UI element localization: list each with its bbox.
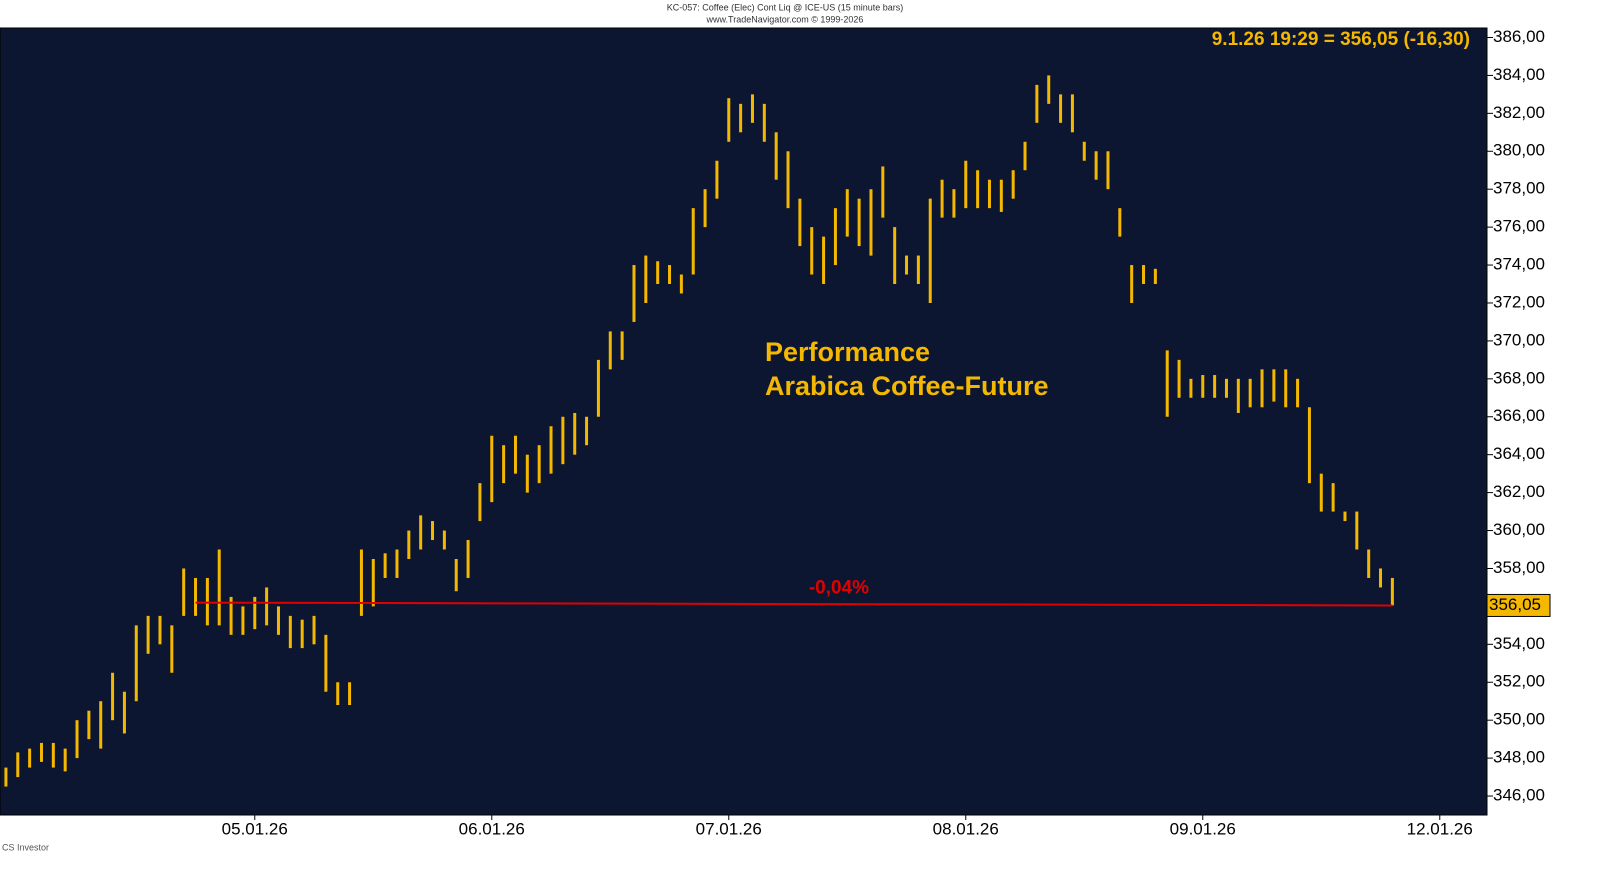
y-tick-label: 380,00 [1493, 141, 1545, 160]
annotation: Performance [765, 337, 930, 367]
y-tick-label: 382,00 [1493, 103, 1545, 122]
reference-line [195, 601, 1393, 607]
chart-title: KC-057: Coffee (Elec) Cont Liq @ ICE-US … [667, 2, 904, 12]
x-tick-label: 06.01.26 [459, 819, 525, 838]
y-tick-label: 346,00 [1493, 786, 1545, 805]
y-tick-label: 372,00 [1493, 292, 1545, 311]
y-tick-label: 348,00 [1493, 748, 1545, 767]
y-tick-label: 360,00 [1493, 520, 1545, 539]
y-tick-label: 378,00 [1493, 179, 1545, 198]
x-tick-label: 07.01.26 [696, 819, 762, 838]
x-tick-label: 05.01.26 [222, 819, 288, 838]
y-tick-label: 374,00 [1493, 255, 1545, 274]
last-price-label: 356,05 [1489, 595, 1541, 614]
annotation: Arabica Coffee-Future [765, 371, 1049, 401]
reference-label: -0,04% [809, 578, 869, 599]
y-tick-label: 364,00 [1493, 444, 1545, 463]
y-tick-label: 368,00 [1493, 368, 1545, 387]
plot-area [0, 27, 1488, 816]
y-tick-label: 370,00 [1493, 330, 1545, 349]
footer: CS Investor [2, 842, 49, 852]
chart-subtitle: www.TradeNavigator.com © 1999-2026 [706, 14, 864, 24]
y-tick-label: 350,00 [1493, 710, 1545, 729]
x-tick-label: 09.01.26 [1170, 819, 1236, 838]
y-tick-label: 354,00 [1493, 634, 1545, 653]
y-tick-label: 384,00 [1493, 65, 1545, 84]
last-price-box [1486, 593, 1551, 617]
y-tick-label: 358,00 [1493, 558, 1545, 577]
x-tick-label: 12.01.26 [1407, 819, 1473, 838]
quote: 9.1.26 19:29 = 356,05 (-16,30) [1212, 29, 1470, 50]
x-tick-label: 08.01.26 [933, 819, 999, 838]
y-tick-label: 362,00 [1493, 482, 1545, 501]
y-tick-label: 376,00 [1493, 217, 1545, 236]
y-tick-label: 386,00 [1493, 27, 1545, 46]
y-tick-label: 366,00 [1493, 406, 1545, 425]
y-tick-label: 352,00 [1493, 672, 1545, 691]
